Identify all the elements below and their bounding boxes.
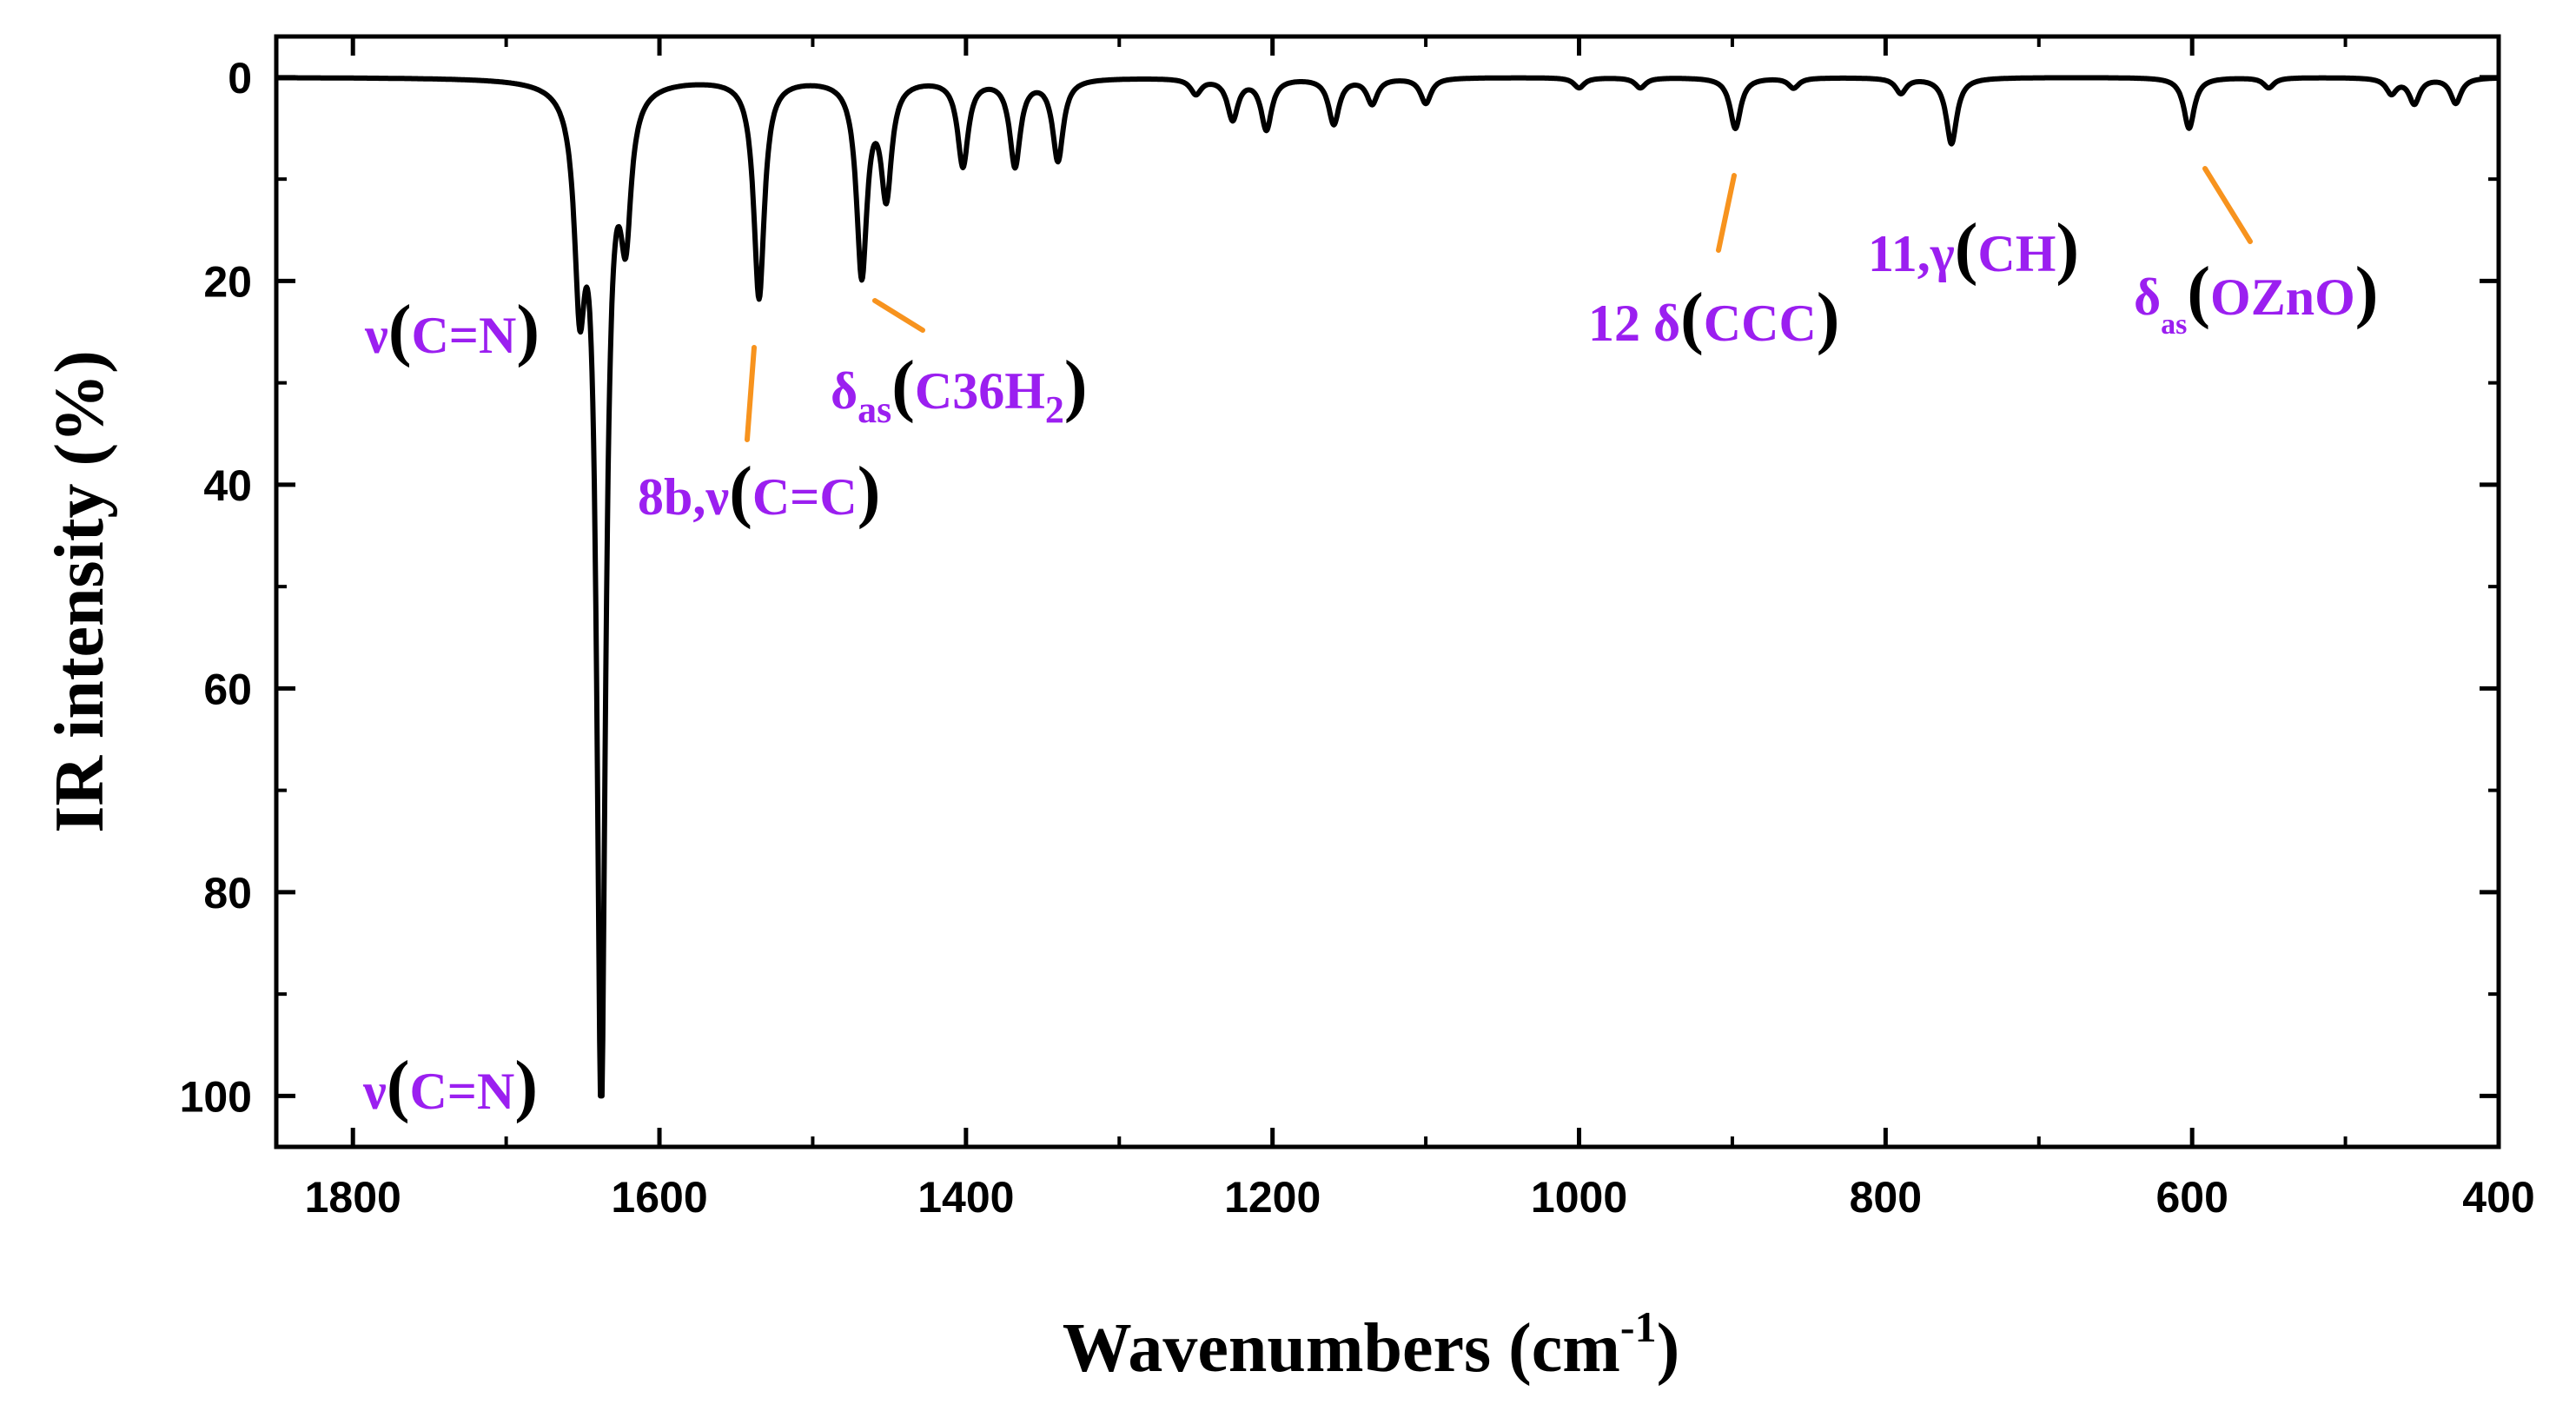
leader-line-oznO: [2202, 166, 2253, 244]
y-axis-title: IR intensity (%): [42, 350, 118, 833]
axis-ticks: [276, 36, 2501, 1147]
annotation-cn-lower: ν(C=N): [362, 1048, 538, 1124]
annotation-cc: 8b,ν(C=C): [638, 454, 880, 530]
y-tick-label: 80: [203, 869, 252, 917]
annotation-cn-upper: ν(C=N): [364, 292, 540, 368]
leader-line-ccc: [1716, 173, 1737, 253]
annotation-ccc: 12 δ(CCC): [1588, 280, 1839, 356]
x-tick-label: 800: [1850, 1173, 1922, 1222]
y-tick-label: 60: [203, 665, 252, 713]
y-tick-label: 100: [180, 1072, 252, 1121]
annotation-ch: 11,γ(CH): [1868, 210, 2079, 287]
plot-frame: [274, 34, 2501, 1149]
leader-line-ch2: [872, 298, 925, 333]
peak-annotations: ν(C=N) ν(C=N) 8b,ν(C=C) δas(C36H2) 12 δ(…: [362, 210, 2378, 1124]
y-tick-label: 0: [228, 54, 252, 103]
spectrum-line: [274, 75, 2501, 1099]
x-axis-title: Wavenumbers (cm-1): [1063, 1302, 1679, 1387]
x-tick-label: 1000: [1531, 1173, 1627, 1222]
x-tick-label: 600: [2155, 1173, 2228, 1222]
annotation-ch2: δas(C36H2): [831, 348, 1088, 431]
x-tick-label: 1800: [305, 1173, 401, 1222]
x-tick-label: 1200: [1224, 1173, 1321, 1222]
leader-line-cc: [745, 345, 757, 442]
leader-lines: [745, 166, 2253, 442]
axis-tick-labels: 1800 1600 1400 1200 1000 800 600 400 0 20 40 60 80 10…: [180, 54, 2535, 1222]
y-tick-label: 40: [203, 461, 252, 510]
x-tick-label: 400: [2462, 1173, 2534, 1222]
x-tick-label: 1600: [611, 1173, 707, 1222]
x-tick-label: 1400: [917, 1173, 1014, 1222]
annotation-oznO: δas(OZnO): [2134, 254, 2378, 341]
y-tick-label: 20: [203, 257, 252, 306]
